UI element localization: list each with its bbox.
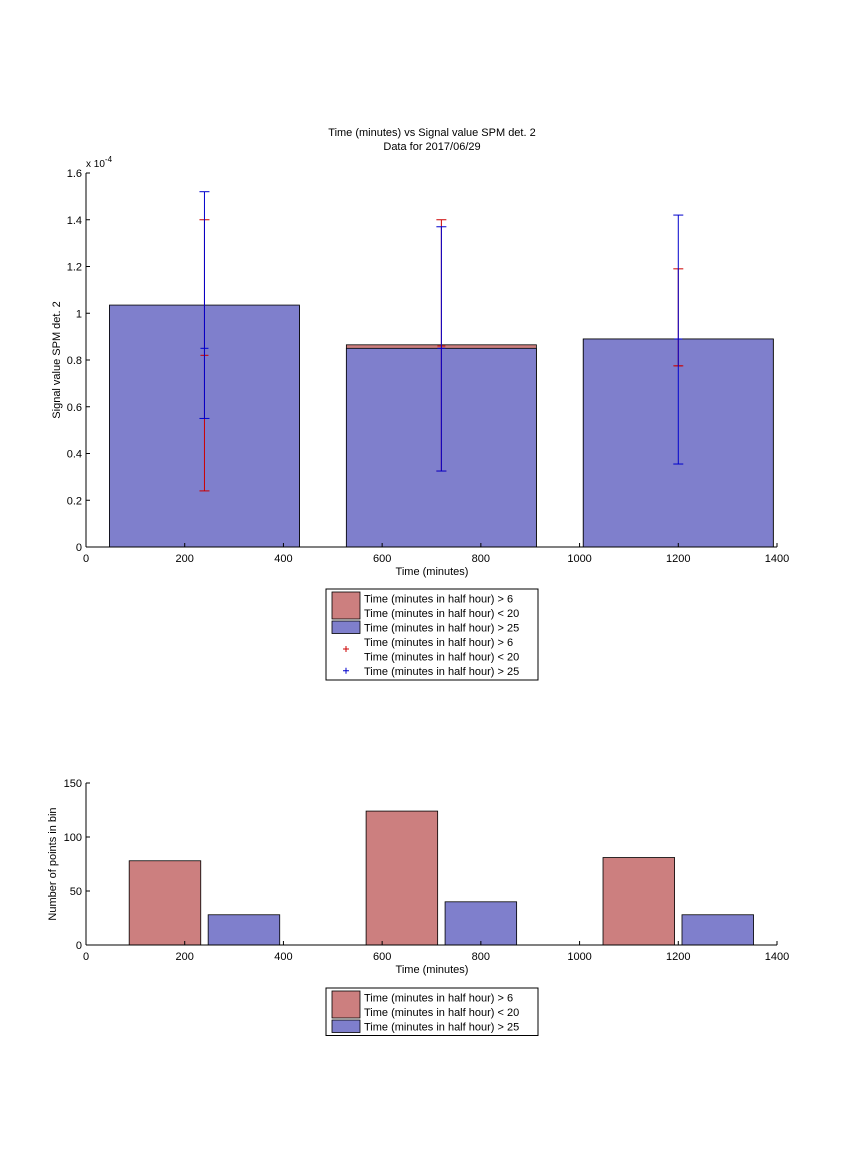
chart-2-legend-box	[325, 987, 539, 1036]
chart-2-ytick-label-3: 150	[64, 778, 82, 790]
chart-1-xtick-label-0: 0	[83, 553, 89, 565]
chart-1-ytick-label-1: 0.2	[67, 495, 82, 507]
chart-2-ylabel: Number of points in bin	[47, 807, 59, 920]
chart-1-ytick-label-4: 0.8	[67, 355, 82, 367]
chart-2-legend-label-0-0: Time (minutes in half hour) > 6	[364, 993, 513, 1005]
chart-1-xlabel: Time (minutes)	[396, 566, 469, 578]
chart-2-xtick-label-7: 1400	[765, 951, 789, 963]
chart-2-xtick-label-4: 800	[472, 951, 490, 963]
chart-2-bar-s1-0	[207, 914, 281, 946]
chart-2-ytick-label-2: 100	[64, 832, 82, 844]
chart-1-legend-swatch-1	[331, 620, 361, 634]
chart-2-xtick-label-3: 600	[373, 951, 391, 963]
chart-1-ytick-label-2: 0.4	[67, 449, 82, 461]
chart-2-bar-s0-2	[602, 857, 675, 946]
chart-2-xtick-label-6: 1200	[666, 951, 690, 963]
chart-2-xtick-label-5: 1000	[567, 951, 591, 963]
chart-2-bar-s0-0	[128, 860, 202, 946]
chart-1-errorbar-s1-0	[199, 191, 210, 419]
chart-1-ytick-label-3: 0.6	[67, 402, 82, 414]
chart-2-legend-swatch-1	[331, 1019, 361, 1033]
chart-1-errorbar-s1-1	[436, 226, 447, 472]
chart-1-xtick-label-2: 400	[274, 553, 292, 565]
chart-1-legend-swatch-0	[331, 591, 361, 620]
chart-1-xtick-label-4: 800	[472, 553, 490, 565]
chart-1-title: Time (minutes) vs Signal value SPM det. …	[328, 127, 535, 139]
chart-2-xlabel: Time (minutes)	[396, 964, 469, 976]
chart-1-legend-marker-3	[343, 667, 349, 674]
chart-1-legend-label-1-0: Time (minutes in half hour) > 25	[364, 623, 519, 635]
chart-1-ytick-label-8: 1.6	[67, 168, 82, 180]
chart-1-legend-label-2-1: Time (minutes in half hour) < 20	[364, 652, 519, 664]
chart-1-y-exponent: x 10-4	[86, 155, 113, 170]
chart-1-ytick-label-6: 1.2	[67, 262, 82, 274]
chart-2-ytick-label-0: 0	[76, 940, 82, 952]
chart-1-xtick-label-1: 200	[176, 553, 194, 565]
chart-2-bar-s0-1	[365, 810, 439, 946]
chart-2-xtick-label-1: 200	[176, 951, 194, 963]
chart-1-ylabel: Signal value SPM det. 2	[51, 301, 63, 418]
chart-2-xtick-label-0: 0	[83, 951, 89, 963]
chart-1-subtitle: Data for 2017/06/29	[383, 141, 480, 153]
chart-1-ytick-label-0: 0	[76, 542, 82, 554]
chart-2-bar-s1-1	[444, 901, 518, 946]
chart-1-plot: 0 200 400 600 800 1000 1200 1400 0 0.2 0.4 0.6 0.8 1 1…	[67, 168, 790, 565]
chart-1-xtick-label-6: 1200	[666, 553, 690, 565]
chart-2-legend-swatch-0	[331, 990, 361, 1019]
chart-2-ytick-label-1: 50	[70, 886, 82, 898]
chart-2-legend-label-0-1: Time (minutes in half hour) < 20	[364, 1007, 519, 1019]
chart-1-xtick-label-3: 600	[373, 553, 391, 565]
chart-1-legend-label-0-1: Time (minutes in half hour) < 20	[364, 608, 519, 620]
chart-2-legend: Time (minutes in half hour) > 6 Time (min…	[325, 987, 539, 1036]
chart-1-legend-label-3-0: Time (minutes in half hour) > 25	[364, 666, 519, 678]
chart-1-legend-marker-2	[343, 646, 349, 652]
chart-2-bar-s1-2	[681, 914, 754, 946]
chart-1-ytick-label-5: 1	[76, 308, 82, 320]
chart-1-legend: Time (minutes in half hour) > 6 Time (min…	[325, 588, 539, 681]
chart-1-ytick-label-7: 1.4	[67, 215, 82, 227]
chart-1-xtick-label-7: 1400	[765, 553, 789, 565]
chart-1-legend-label-2-0: Time (minutes in half hour) > 6	[364, 637, 513, 649]
chart-1-errorbar-s1-2	[673, 214, 684, 465]
chart-1-xtick-label-5: 1000	[567, 553, 591, 565]
chart-2-plot: 0 200 400 600 800 1000 1200 1400 0 50 100 150	[64, 778, 790, 963]
chart-2-legend-label-1-0: Time (minutes in half hour) > 25	[364, 1022, 519, 1034]
chart-2-xtick-label-2: 400	[274, 951, 292, 963]
chart-1-legend-label-0-0: Time (minutes in half hour) > 6	[364, 594, 513, 606]
chart-1-legend-box	[325, 588, 539, 681]
